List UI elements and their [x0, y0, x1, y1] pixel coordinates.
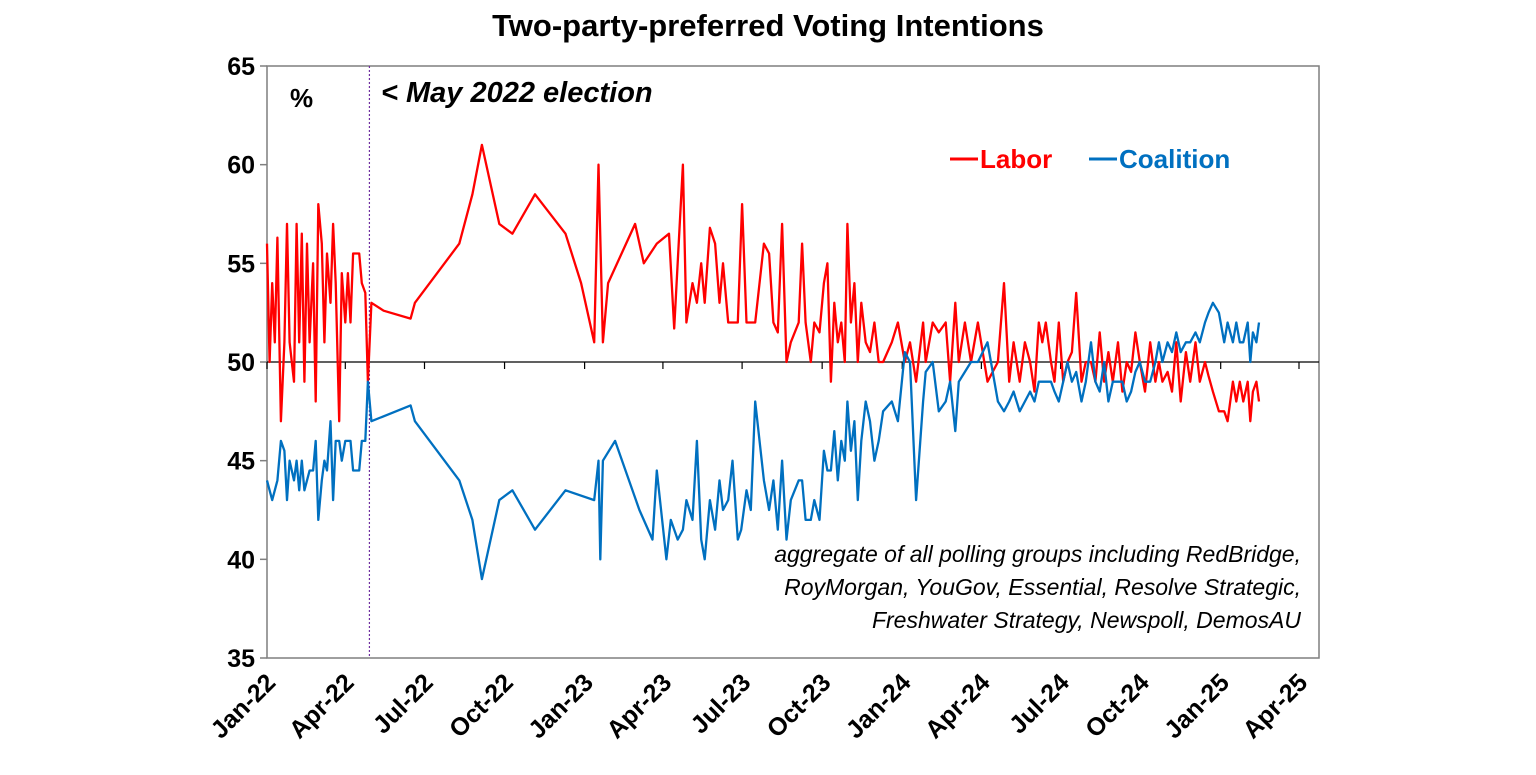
legend-label-labor: Labor — [980, 144, 1052, 174]
x-tick-label: Jan-23 — [523, 668, 599, 744]
y-tick-label: 45 — [227, 448, 255, 476]
x-tick-label: Oct-23 — [762, 668, 837, 743]
y-tick-label: 50 — [227, 349, 255, 377]
election-annotation: < May 2022 election — [381, 77, 653, 109]
x-tick-label: Oct-24 — [1080, 668, 1155, 743]
source-note-line-1: aggregate of all polling groups includin… — [774, 541, 1301, 567]
x-tick-label: Apr-25 — [1237, 668, 1313, 744]
y-unit-label: % — [290, 83, 313, 113]
legend: Labor Coalition — [950, 144, 1230, 174]
series-layer — [265, 143, 1261, 581]
source-note: aggregate of all polling groups includin… — [774, 541, 1301, 633]
x-tick-label: Apr-22 — [284, 668, 360, 744]
y-tick-label: 65 — [227, 53, 255, 81]
source-note-line-2: RoyMorgan, YouGov, Essential, Resolve St… — [784, 574, 1301, 600]
y-tick-label: 60 — [227, 152, 255, 180]
x-tick-label: Jan-22 — [205, 668, 281, 744]
x-tick-label: Jul-23 — [685, 668, 756, 739]
y-tick-label: 40 — [227, 546, 255, 574]
legend-label-coalition: Coalition — [1119, 144, 1230, 174]
y-tick-label: 35 — [227, 645, 255, 673]
x-tick-label: Apr-24 — [920, 668, 996, 744]
x-tick-label: Oct-22 — [444, 668, 519, 743]
source-note-line-3: Freshwater Strategy, Newspoll, DemosAU — [872, 607, 1301, 633]
series-line-labor — [265, 143, 1261, 423]
y-tick-label: 55 — [227, 250, 255, 278]
x-tick-label: Jul-24 — [1004, 668, 1075, 739]
x-tick-label: Jan-24 — [841, 668, 917, 744]
series-line-coalition — [265, 301, 1261, 581]
x-tick-label: Apr-23 — [601, 668, 677, 744]
x-tick-label: Jan-25 — [1159, 668, 1235, 744]
y-axis: 35 40 45 50 55 60 65 — [227, 53, 267, 673]
chart-title: Two-party-preferred Voting Intentions — [492, 8, 1044, 43]
x-tick-label: Jul-22 — [368, 668, 439, 739]
